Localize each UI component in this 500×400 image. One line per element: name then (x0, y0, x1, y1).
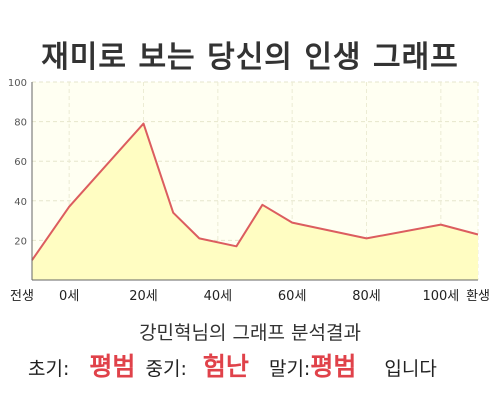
chart-title: 재미로 보는 당신의 인생 그래프 (41, 40, 459, 75)
x-tick-labels: 전생 0세 20세 40세 60세 80세 100세 환생 (10, 289, 490, 304)
series-area (32, 123, 478, 280)
x-tick-label: 40세 (204, 289, 233, 304)
x-tick-label: 환생 (466, 289, 490, 304)
ending-text: 입니다 (384, 358, 437, 380)
series-line (31, 122, 479, 261)
y-tick-label: 40 (14, 197, 27, 208)
mid-value: 험난 (202, 352, 249, 381)
early-label: 초기: (28, 358, 70, 380)
y-tick-label: 20 (14, 236, 27, 247)
analysis-subtitle: 강민혁님의 그래프 분석결과 (139, 322, 361, 344)
y-tick-labels: 20 40 60 80 100 (8, 78, 27, 247)
mid-label: 중기: (145, 358, 187, 380)
analysis-summary: 초기: 평범 중기: 험난 말기:평범 입니다 (28, 347, 488, 383)
x-tick-label: 80세 (352, 289, 381, 304)
x-tick-label: 20세 (129, 289, 158, 304)
y-tick-label: 100 (8, 78, 27, 89)
x-tick-label: 0세 (59, 289, 79, 304)
late-value: 평범 (310, 352, 357, 381)
x-tick-label: 60세 (278, 289, 307, 304)
late-label: 말기: (268, 358, 311, 380)
y-tick-label: 80 (14, 118, 27, 129)
y-tick-label: 60 (14, 157, 27, 168)
x-tick-label: 전생 (10, 289, 34, 304)
early-value: 평범 (89, 352, 136, 381)
x-tick-label: 100세 (422, 289, 459, 304)
